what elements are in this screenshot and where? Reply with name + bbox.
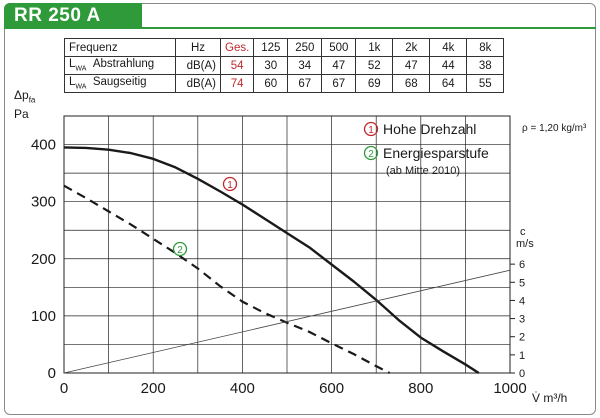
y-tick-label: 300: [31, 194, 56, 211]
velocity-tick-label: 3: [519, 314, 525, 326]
x-tick-label: 1000: [493, 380, 526, 397]
header-frequenz: Frequenz: [64, 38, 176, 57]
velocity-tick-label: 6: [519, 259, 525, 271]
header-250: 250: [287, 38, 323, 57]
y-tick-label: 200: [31, 251, 56, 268]
series-group: [63, 146, 511, 375]
y-axis-symbol: Δp: [14, 88, 29, 102]
legend-marker-2-number: 2: [368, 149, 374, 160]
lwa-symbol: LWA: [69, 58, 87, 73]
y-tick-label: 400: [31, 137, 56, 154]
legend-marker-1-number: 1: [368, 125, 374, 136]
title-bar: RR 250 A: [4, 3, 142, 29]
velocity-axis: 0 1 2 3 4 5 6 cm/s: [509, 226, 534, 380]
row-total: 74: [219, 74, 255, 93]
annotations: ρ = 1,20 kg/m³ 1 Hohe Drehzahl 2 Energiespar…: [172, 121, 587, 257]
row-unit: dB(A): [175, 74, 221, 93]
row-band: 55: [466, 74, 505, 93]
legend-marker-1-circle: [363, 121, 379, 137]
velocity-tick-label: 0: [519, 368, 525, 380]
chart-frame: [4, 3, 596, 415]
legend-text-1: Hohe Drehzahl: [383, 121, 476, 137]
table-row: LWA Abstrahlung dB(A) 54 30 34 47 52 47 …: [64, 56, 505, 75]
lwa-symbol: LWA: [69, 76, 87, 91]
lwa-sym: L: [69, 76, 76, 89]
density-note: ρ = 1,20 kg/m³: [522, 123, 587, 134]
row-band: 47: [392, 56, 431, 75]
x-tick-label: 800: [408, 380, 433, 397]
x-tick-label: 400: [230, 380, 255, 397]
row-band: 38: [466, 56, 505, 75]
velocity-axis-symbol: c: [520, 226, 526, 238]
velocity-tick-label: 5: [519, 277, 525, 289]
row-label: LWA Saugseitig: [64, 74, 176, 93]
row-name: Abstrahlung: [92, 58, 155, 71]
velocity-tick-label: 1: [519, 350, 525, 362]
series-line-1: [63, 146, 480, 375]
row-band: 67: [287, 74, 323, 93]
velocity-tick-label: 4: [519, 295, 525, 307]
row-band: 67: [321, 74, 357, 93]
table-header-row: Frequenz Hz Ges. 125 250 500 1k 2k 4k 8k: [64, 38, 505, 57]
curve-marker-1-circle: [222, 176, 238, 192]
lwa-sym: L: [69, 58, 76, 71]
velocity-axis-unit: m/s: [516, 238, 534, 250]
series-line-c: [63, 269, 511, 374]
row-band: 60: [253, 74, 289, 93]
lwa-sub: WA: [75, 83, 87, 91]
y-tick-label: 0: [48, 365, 56, 382]
y-tick-label: 100: [31, 308, 56, 325]
y-axis-sub: fa: [28, 95, 36, 105]
curve-marker-1-number: 1: [227, 180, 233, 191]
y-axis-label: Δpfa Pa: [14, 88, 35, 121]
row-band: 69: [355, 74, 394, 93]
x-tick-label: 600: [319, 380, 344, 397]
lwa-sub: WA: [75, 65, 87, 73]
sound-power-table: Frequenz Hz Ges. 125 250 500 1k 2k 4k 8k…: [64, 38, 505, 93]
row-band: 64: [429, 74, 468, 93]
row-name: Saugseitig: [92, 76, 147, 89]
x-axis-label: V̇ m³/h: [532, 391, 567, 405]
x-tick-label: 0: [60, 380, 68, 397]
legend-text-2: Energiesparstufe: [383, 145, 489, 161]
row-band: 68: [392, 74, 431, 93]
curve-marker-2-circle: [172, 241, 188, 257]
curve-marker-2-number: 2: [177, 245, 183, 256]
x-tick-label: 200: [141, 380, 166, 397]
table-row: LWA Saugseitig dB(A) 74 60 67 67 69 68 6…: [64, 74, 505, 93]
velocity-tick-label: 2: [519, 332, 525, 344]
series-line-2: [63, 184, 391, 374]
chart-title: RR 250 A: [14, 5, 101, 26]
legend-note-2: (ab Mitte 2010): [386, 165, 460, 177]
legend-marker-2-circle: [363, 145, 379, 161]
title-underline: [4, 27, 596, 29]
y-axis-unit: Pa: [14, 107, 29, 122]
